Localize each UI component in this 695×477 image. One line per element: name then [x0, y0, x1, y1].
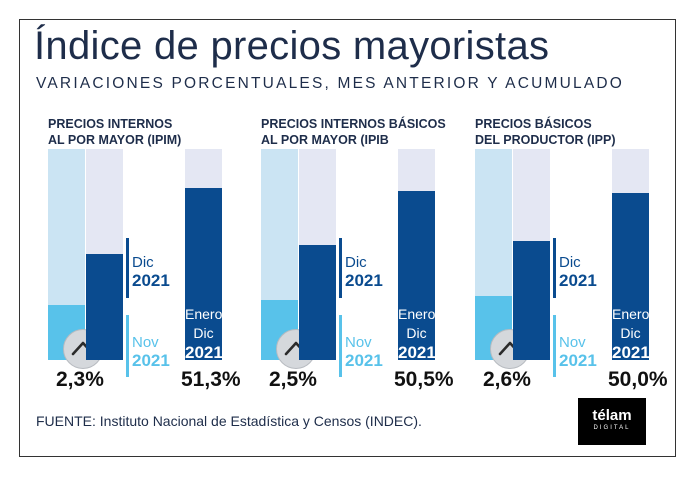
- nov-legend-line: [126, 315, 129, 377]
- dic-bar-track: [299, 149, 336, 360]
- nov-legend: Nov 2021: [559, 334, 597, 370]
- dic-legend: Dic 2021: [132, 254, 170, 290]
- indicator-title: PRECIOS INTERNOS BÁSICOS AL POR MAYOR (I…: [261, 117, 446, 147]
- dic-bar: [299, 245, 336, 360]
- infographic-frame: Índice de precios mayoristas VARIACIONES…: [19, 19, 676, 457]
- dic-bar: [86, 254, 123, 360]
- dic-value-label: 2,3%: [56, 368, 104, 391]
- nov-legend-line: [553, 315, 556, 377]
- accumulated-bar: [398, 191, 435, 360]
- indicator-title: PRECIOS BÁSICOS DEL PRODUCTOR (IPP): [475, 117, 616, 147]
- accumulated-legend: Enero Dic 2021: [185, 306, 223, 362]
- accumulated-legend: Enero Dic 2021: [398, 306, 436, 362]
- accumulated-value-label: 50,0%: [608, 368, 668, 391]
- accumulated-bar-track: [185, 149, 222, 360]
- dic-legend-line: [126, 238, 129, 298]
- telam-logo: télam DIGITAL: [578, 398, 646, 445]
- nov-legend: Nov 2021: [345, 334, 383, 370]
- dic-legend: Dic 2021: [559, 254, 597, 290]
- dic-value-label: 2,5%: [269, 368, 317, 391]
- dic-legend-line: [339, 238, 342, 298]
- source-note: FUENTE: Instituto Nacional de Estadístic…: [36, 413, 422, 429]
- indicator-panel: PRECIOS INTERNOS AL POR MAYOR (IPIM) Dic…: [48, 116, 248, 401]
- dic-bar: [513, 241, 550, 360]
- accumulated-value-label: 51,3%: [181, 368, 241, 391]
- indicator-title: PRECIOS INTERNOS AL POR MAYOR (IPIM): [48, 117, 182, 147]
- chart-subtitle: VARIACIONES PORCENTUALES, MES ANTERIOR Y…: [36, 75, 625, 92]
- nov-bar-track: [475, 149, 512, 360]
- dic-legend-line: [553, 238, 556, 298]
- accumulated-bar: [185, 188, 222, 360]
- logo-name: télam: [592, 407, 632, 424]
- nov-legend: Nov 2021: [132, 334, 170, 370]
- accumulated-legend: Enero Dic 2021: [612, 306, 650, 362]
- accumulated-bar: [612, 193, 649, 360]
- indicator-panel: PRECIOS BÁSICOS DEL PRODUCTOR (IPP) Dic …: [475, 116, 675, 401]
- dic-value-label: 2,6%: [483, 368, 531, 391]
- logo-sub: DIGITAL: [593, 425, 631, 431]
- dic-bar-track: [513, 149, 550, 360]
- chart-title: Índice de precios mayoristas: [34, 24, 550, 68]
- nov-legend-line: [339, 315, 342, 377]
- accumulated-bar-track: [398, 149, 435, 360]
- indicator-panel: PRECIOS INTERNOS BÁSICOS AL POR MAYOR (I…: [261, 116, 461, 401]
- accumulated-value-label: 50,5%: [394, 368, 454, 391]
- accumulated-bar-track: [612, 149, 649, 360]
- dic-bar-track: [86, 149, 123, 360]
- dic-legend: Dic 2021: [345, 254, 383, 290]
